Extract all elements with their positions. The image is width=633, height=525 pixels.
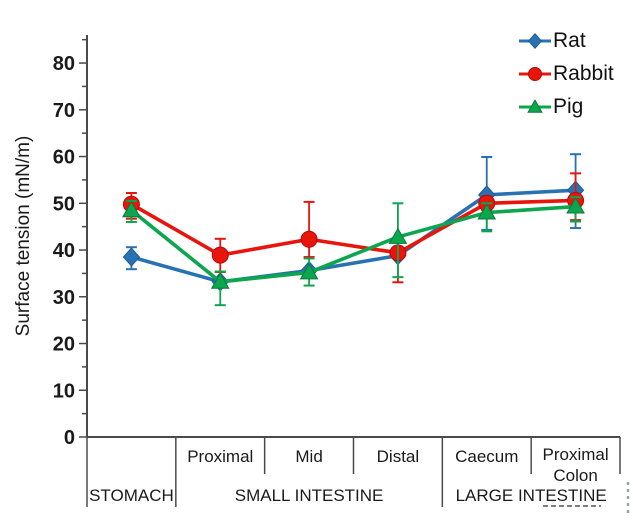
y-tick-label: 50: [53, 193, 75, 215]
pig-legend-marker: [527, 98, 543, 113]
rabbit-marker: [211, 246, 229, 264]
legend-item-pig: Pig: [518, 90, 614, 123]
category-label: Caecum: [455, 447, 518, 466]
rabbit-marker: [300, 230, 318, 248]
pig-marker: [566, 197, 585, 214]
series-pig: [122, 196, 585, 307]
y-tick-label: 30: [53, 287, 75, 309]
y-tick-label: 60: [53, 147, 75, 169]
category-label: Proximal: [187, 447, 253, 466]
pig-marker: [210, 272, 230, 289]
pig-marker: [388, 227, 408, 244]
legend-item-rabbit: Rabbit: [518, 57, 614, 90]
pig-triangle-icon: [519, 98, 551, 113]
legend-label-pig: Pig: [553, 94, 584, 118]
rat-diamond-icon: [519, 32, 551, 49]
legend: Rat Rabbit Pig: [518, 24, 614, 123]
pig-line: [130, 204, 576, 284]
rat-marker: [122, 247, 141, 267]
pig-marker: [299, 263, 319, 280]
pig-marker: [122, 200, 141, 218]
pig-marker: [477, 203, 497, 220]
legend-label-rat: Rat: [553, 28, 586, 52]
legend-label-rabbit: Rabbit: [553, 61, 614, 85]
group-label: STOMACH: [89, 486, 174, 505]
y-tick-label: 40: [53, 240, 75, 262]
y-tick-label: 0: [64, 427, 75, 449]
rabbit-legend-marker: [528, 66, 542, 81]
group-label: SMALL INTESTINE: [235, 486, 384, 505]
y-axis-title: Surface tension (mN/m): [13, 135, 34, 337]
rat-legend-marker: [527, 32, 543, 49]
category-label: Proximal: [543, 445, 609, 464]
y-tick-label: 20: [53, 334, 75, 356]
legend-item-rat: Rat: [518, 24, 614, 57]
rat-line: [130, 188, 576, 284]
series-rabbit: [122, 172, 585, 284]
y-tick-label: 80: [53, 53, 75, 75]
category-label: Colon: [553, 466, 597, 485]
group-label: LARGE INTESTINE: [456, 486, 607, 505]
category-label: Distal: [377, 447, 420, 466]
rabbit-circle-icon: [519, 66, 551, 81]
y-tick-label: 10: [53, 380, 75, 402]
rabbit-line: [130, 198, 576, 257]
y-tick-label: 70: [53, 100, 75, 122]
series-rat: [122, 153, 585, 292]
category-label: Mid: [295, 447, 322, 466]
